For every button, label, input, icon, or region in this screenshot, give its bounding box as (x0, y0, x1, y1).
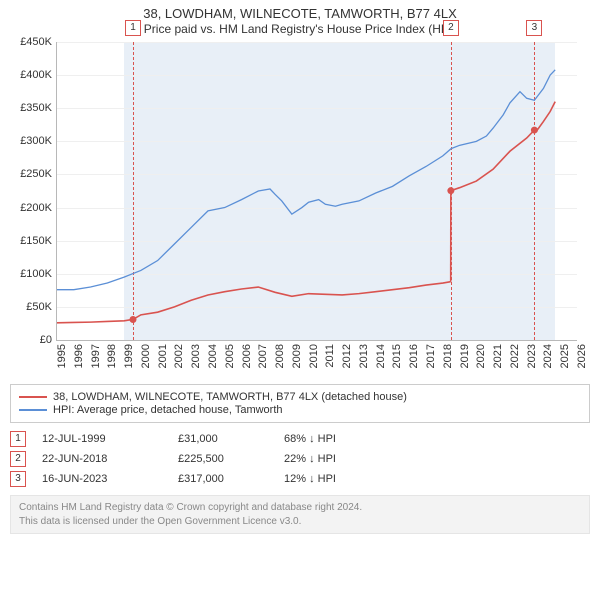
series-line-property (133, 282, 451, 320)
event-marker-box: 3 (526, 20, 542, 36)
event-number-box: 1 (10, 431, 26, 447)
event-row: 2 22-JUN-2018 £225,500 22% ↓ HPI (10, 451, 590, 467)
series-line-hpi (57, 70, 555, 290)
x-tick-label: 2015 (391, 344, 403, 368)
x-tick-label: 2009 (291, 344, 303, 368)
attribution-line: Contains HM Land Registry data © Crown c… (19, 501, 581, 515)
y-tick-label: £0 (40, 334, 52, 346)
y-tick-label: £250K (20, 168, 52, 180)
y-tick-label: £150K (20, 235, 52, 247)
event-number-box: 2 (10, 451, 26, 467)
y-tick-label: £200K (20, 202, 52, 214)
event-date: 22-JUN-2018 (42, 453, 162, 465)
event-number-box: 3 (10, 471, 26, 487)
chart-subtitle: Price paid vs. HM Land Registry's House … (10, 22, 590, 36)
x-tick-label: 1998 (106, 344, 118, 368)
legend: 38, LOWDHAM, WILNECOTE, TAMWORTH, B77 4L… (10, 384, 590, 423)
x-tick-label: 1997 (90, 344, 102, 368)
plot-area: 123 (56, 42, 577, 341)
event-delta: 22% ↓ HPI (284, 453, 336, 465)
y-tick-label: £350K (20, 102, 52, 114)
x-tick-label: 2023 (526, 344, 538, 368)
x-tick-label: 2010 (308, 344, 320, 368)
event-price: £31,000 (178, 433, 268, 445)
y-tick-label: £450K (20, 36, 52, 48)
attribution-line: This data is licensed under the Open Gov… (19, 515, 581, 529)
event-marker-box: 2 (443, 20, 459, 36)
x-tick-label: 2007 (257, 344, 269, 368)
x-tick-label: 2004 (207, 344, 219, 368)
page: 38, LOWDHAM, WILNECOTE, TAMWORTH, B77 4L… (0, 0, 600, 590)
series-dot-property (531, 127, 538, 134)
y-tick-label: £50K (26, 301, 52, 313)
x-tick-label: 1999 (123, 344, 135, 368)
x-tick-label: 2011 (324, 344, 336, 368)
x-tick-label: 2003 (190, 344, 202, 368)
x-tick-label: 2026 (576, 344, 588, 368)
chart-title: 38, LOWDHAM, WILNECOTE, TAMWORTH, B77 4L… (10, 6, 590, 21)
x-tick-label: 2021 (492, 344, 504, 368)
event-row: 1 12-JUL-1999 £31,000 68% ↓ HPI (10, 431, 590, 447)
attribution: Contains HM Land Registry data © Crown c… (10, 495, 590, 534)
x-tick-label: 2008 (274, 344, 286, 368)
legend-swatch (19, 409, 47, 411)
legend-row: HPI: Average price, detached house, Tamw… (19, 404, 581, 416)
legend-swatch (19, 396, 47, 398)
series-line-property (57, 319, 133, 322)
y-tick-label: £300K (20, 135, 52, 147)
x-tick-label: 2016 (408, 344, 420, 368)
chart-area: £0£50K£100K£150K£200K£250K£300K£350K£400… (10, 42, 576, 340)
series-line-property (534, 102, 555, 131)
y-tick-label: £100K (20, 268, 52, 280)
x-tick-label: 2017 (425, 344, 437, 368)
x-tick-label: 2025 (559, 344, 571, 368)
x-tick-label: 2000 (140, 344, 152, 368)
legend-row: 38, LOWDHAM, WILNECOTE, TAMWORTH, B77 4L… (19, 391, 581, 403)
y-tick-label: £400K (20, 69, 52, 81)
x-tick-label: 2019 (459, 344, 471, 368)
events-table: 1 12-JUL-1999 £31,000 68% ↓ HPI 2 22-JUN-2018… (10, 431, 590, 487)
event-row: 3 16-JUN-2023 £317,000 12% ↓ HPI (10, 471, 590, 487)
x-tick-label: 2018 (442, 344, 454, 368)
event-date: 12-JUL-1999 (42, 433, 162, 445)
event-date: 16-JUN-2023 (42, 473, 162, 485)
series-dot-property (447, 187, 454, 194)
legend-label: 38, LOWDHAM, WILNECOTE, TAMWORTH, B77 4L… (53, 391, 407, 403)
event-delta: 12% ↓ HPI (284, 473, 336, 485)
x-tick-label: 2014 (375, 344, 387, 368)
x-tick-label: 2020 (475, 344, 487, 368)
event-delta: 68% ↓ HPI (284, 433, 336, 445)
y-axis-labels: £0£50K£100K£150K£200K£250K£300K£350K£400… (10, 42, 54, 340)
x-tick-label: 2002 (173, 344, 185, 368)
x-tick-label: 2005 (224, 344, 236, 368)
chart-titles: 38, LOWDHAM, WILNECOTE, TAMWORTH, B77 4L… (10, 6, 590, 36)
x-tick-label: 1996 (73, 344, 85, 368)
event-price: £225,500 (178, 453, 268, 465)
x-tick-label: 2024 (542, 344, 554, 368)
x-tick-label: 2012 (341, 344, 353, 368)
series-line-property (451, 130, 535, 191)
event-price: £317,000 (178, 473, 268, 485)
event-marker-box: 1 (125, 20, 141, 36)
x-tick-label: 2001 (157, 344, 169, 368)
chart-svg (57, 42, 577, 340)
x-tick-label: 1995 (56, 344, 68, 368)
x-tick-label: 2013 (358, 344, 370, 368)
legend-label: HPI: Average price, detached house, Tamw… (53, 404, 283, 416)
x-tick-label: 2006 (241, 344, 253, 368)
x-tick-label: 2022 (509, 344, 521, 368)
series-dot-property (129, 316, 136, 323)
